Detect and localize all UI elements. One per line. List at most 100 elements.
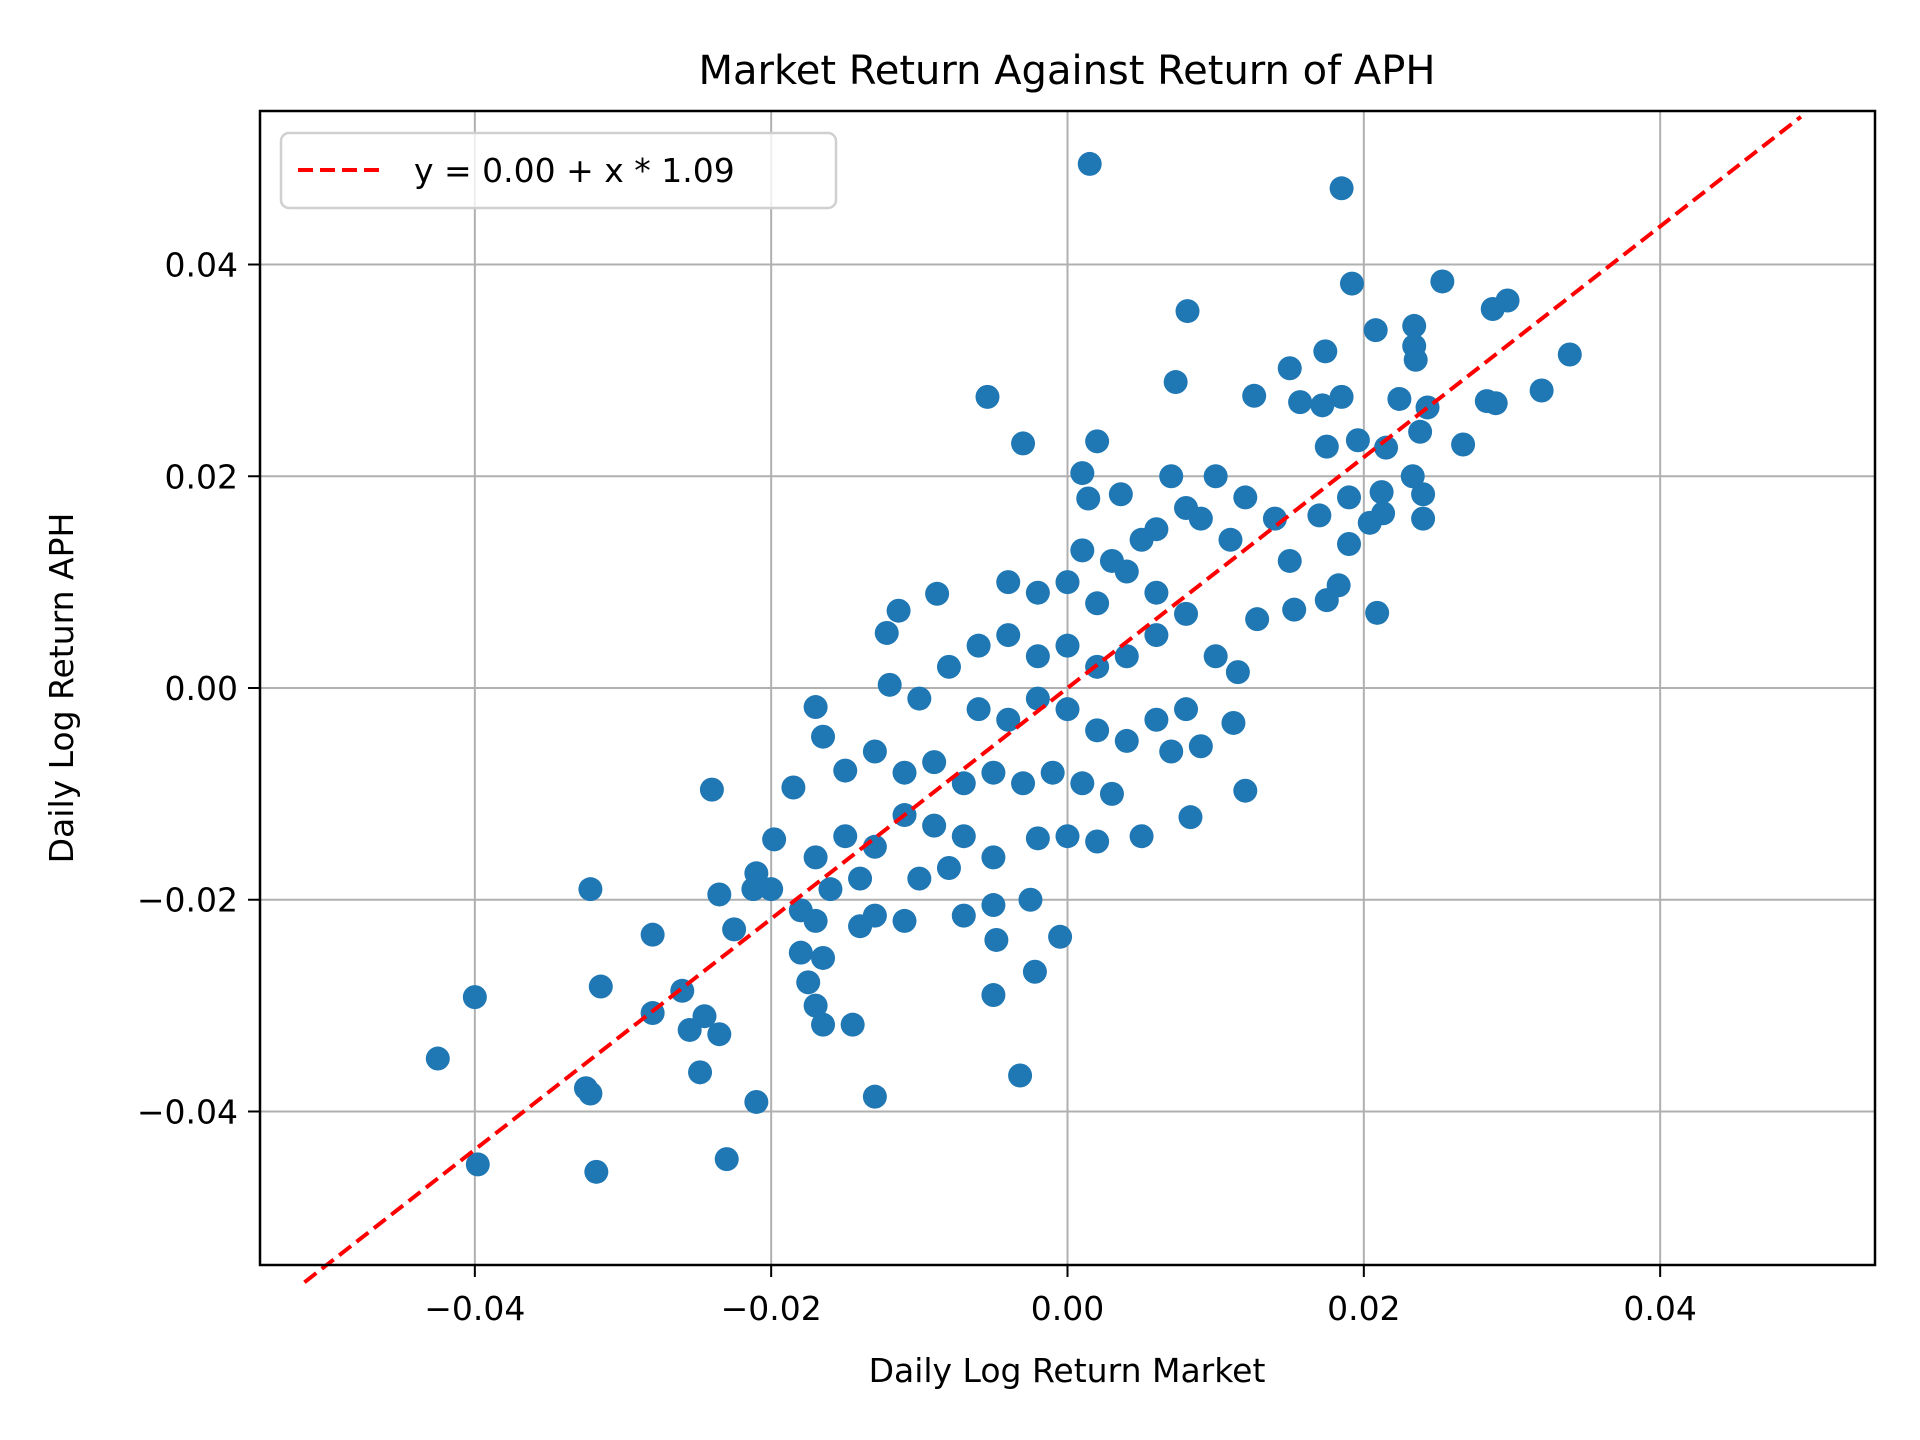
data-point [1483,391,1508,416]
data-point [811,945,836,970]
data-point [1055,824,1080,849]
data-point [996,707,1021,732]
x-axis-label: Daily Log Return Market [869,1351,1266,1390]
data-point [951,824,976,849]
data-point [1310,393,1335,418]
data-point [862,1084,887,1109]
data-point [1365,600,1390,625]
data-point [1480,296,1505,321]
data-point [1144,580,1169,605]
data-point [1108,482,1133,507]
data-point [462,985,487,1010]
data-point [1114,644,1139,669]
data-point [840,1012,865,1037]
data-point [892,908,917,933]
data-point [677,1017,702,1042]
data-point [1055,697,1080,722]
y-tick-label: 0.02 [165,457,238,496]
data-point [744,1089,769,1114]
y-tick-label: 0.00 [165,669,238,708]
data-point [874,620,899,645]
data-point [1288,390,1313,415]
data-point [1430,269,1455,294]
data-point [707,1022,732,1047]
data-point [1144,707,1169,732]
data-point [1085,429,1110,454]
data-point [981,893,1006,918]
data-point [803,993,828,1018]
data-point [877,672,902,697]
data-point [1277,356,1302,381]
data-point [1411,482,1436,507]
data-point [1313,339,1338,364]
data-point [833,758,858,783]
data-point [1129,824,1154,849]
data-point [922,750,947,775]
data-point [996,570,1021,595]
data-point [1085,829,1110,854]
data-point [966,697,991,722]
data-point [936,855,961,880]
data-point [1022,959,1047,984]
data-point [1025,826,1050,851]
x-tick-label: 0.00 [1031,1289,1104,1328]
data-point [1402,313,1427,338]
data-point [1129,527,1154,552]
data-point [1144,623,1169,648]
data-point [833,824,858,849]
data-point [1070,771,1095,796]
data-point [1411,506,1436,531]
data-point [1225,660,1250,685]
data-point [862,739,887,764]
data-point [578,1081,603,1106]
data-point [1277,548,1302,573]
data-point [1114,728,1139,753]
data-point [951,903,976,928]
data-point [1262,506,1287,531]
data-point [922,813,947,838]
data-point [803,845,828,870]
data-point [1307,503,1332,528]
data-point [465,1152,490,1177]
data-point [1408,419,1433,444]
data-point [1085,718,1110,743]
chart-title: Market Return Against Return of APH [699,48,1436,94]
data-point [588,974,613,999]
data-point [892,760,917,785]
data-point [1245,607,1270,632]
data-point [788,940,813,965]
data-point [1085,591,1110,616]
data-point [1178,805,1203,830]
y-axis-ticks: −0.04 −0.02 0.00 0.02 0.04 [137,246,260,1131]
legend-label: y = 0.00 + x * 1.09 [414,151,735,190]
data-point [796,970,821,995]
scatter-points [425,151,1582,1184]
x-tick-label: 0.02 [1327,1289,1400,1328]
data-point [759,877,784,902]
data-point [1282,597,1307,622]
data-point [1203,644,1228,669]
data-point [848,866,873,891]
data-point [425,1046,450,1071]
data-point [1337,485,1362,510]
data-point [1025,644,1050,669]
data-point [984,927,1009,952]
data-point [640,922,665,947]
data-point [975,384,1000,409]
data-point [1345,428,1370,453]
regression-line [303,115,1803,1284]
data-point [1400,464,1425,489]
y-tick-label: −0.04 [137,1092,238,1131]
data-point [1077,151,1102,176]
data-point [1403,347,1428,372]
data-point [811,724,836,749]
x-tick-label: 0.04 [1623,1289,1696,1328]
data-point [951,771,976,796]
data-point [981,983,1006,1008]
data-point [907,686,932,711]
data-point [1011,431,1036,456]
data-point [1329,176,1354,201]
data-point [1076,486,1101,511]
data-point [1008,1063,1033,1088]
